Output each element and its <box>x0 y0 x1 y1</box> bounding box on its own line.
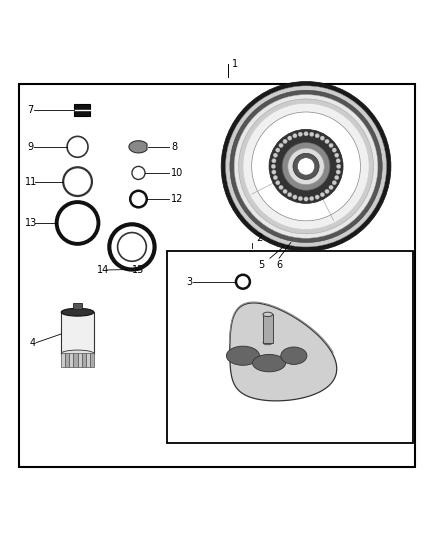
Ellipse shape <box>226 346 259 365</box>
Bar <box>167 251 413 443</box>
Circle shape <box>336 170 340 174</box>
Ellipse shape <box>61 350 94 357</box>
Text: 11: 11 <box>25 176 38 187</box>
Circle shape <box>310 132 314 136</box>
Circle shape <box>272 158 276 163</box>
Text: 13: 13 <box>25 218 38 228</box>
Bar <box>69 353 74 367</box>
Circle shape <box>315 195 319 199</box>
Bar <box>19 84 415 467</box>
Circle shape <box>325 189 329 193</box>
Text: 10: 10 <box>171 168 184 178</box>
Bar <box>61 353 65 367</box>
Bar <box>81 353 86 367</box>
Text: 5: 5 <box>258 260 265 270</box>
Circle shape <box>234 94 378 238</box>
Circle shape <box>315 134 319 138</box>
Circle shape <box>336 164 341 168</box>
Circle shape <box>297 158 315 175</box>
Circle shape <box>283 139 287 143</box>
Text: 8: 8 <box>171 142 177 152</box>
Circle shape <box>226 86 387 247</box>
Text: 15: 15 <box>132 265 145 275</box>
Bar <box>263 314 272 343</box>
Text: 12: 12 <box>171 194 184 204</box>
Ellipse shape <box>253 354 286 372</box>
Text: 7: 7 <box>28 105 34 115</box>
Text: 3: 3 <box>186 277 192 287</box>
Polygon shape <box>129 141 147 153</box>
Bar <box>74 104 90 116</box>
Circle shape <box>335 153 339 157</box>
Circle shape <box>310 196 314 201</box>
Circle shape <box>304 132 308 136</box>
Circle shape <box>320 192 325 197</box>
Text: 4: 4 <box>30 338 36 348</box>
Circle shape <box>230 90 382 243</box>
Circle shape <box>272 170 276 174</box>
Circle shape <box>325 139 329 143</box>
Bar <box>74 353 78 367</box>
Circle shape <box>273 175 278 180</box>
Polygon shape <box>230 303 337 401</box>
Circle shape <box>279 185 283 190</box>
Circle shape <box>276 148 280 152</box>
Circle shape <box>273 153 278 157</box>
Circle shape <box>329 143 333 148</box>
Circle shape <box>288 192 292 197</box>
Bar <box>65 353 69 367</box>
Text: 1: 1 <box>232 59 238 69</box>
Circle shape <box>288 148 324 184</box>
Circle shape <box>329 185 333 190</box>
Circle shape <box>293 134 297 138</box>
Circle shape <box>276 181 280 185</box>
Circle shape <box>279 143 283 148</box>
Circle shape <box>304 197 308 201</box>
Bar <box>78 353 81 367</box>
Ellipse shape <box>281 347 307 365</box>
Text: 9: 9 <box>28 142 34 152</box>
Circle shape <box>298 132 303 136</box>
Text: 6: 6 <box>276 260 283 270</box>
Circle shape <box>269 130 343 204</box>
Circle shape <box>239 99 374 234</box>
Circle shape <box>293 154 319 180</box>
Circle shape <box>332 181 336 185</box>
Circle shape <box>243 103 369 230</box>
Bar <box>86 353 90 367</box>
Circle shape <box>332 148 336 152</box>
Circle shape <box>335 175 339 180</box>
Bar <box>73 303 82 309</box>
Bar <box>61 312 94 353</box>
Circle shape <box>320 136 325 140</box>
Circle shape <box>271 164 276 168</box>
Bar <box>90 353 94 367</box>
Ellipse shape <box>263 341 272 345</box>
Text: 2: 2 <box>256 233 262 243</box>
Ellipse shape <box>61 308 94 316</box>
Circle shape <box>288 136 292 140</box>
Circle shape <box>252 112 360 221</box>
Circle shape <box>293 195 297 199</box>
Circle shape <box>298 196 303 201</box>
Circle shape <box>282 142 330 190</box>
Circle shape <box>336 158 340 163</box>
Circle shape <box>221 82 391 251</box>
Text: 14: 14 <box>97 265 110 275</box>
Circle shape <box>283 189 287 193</box>
Ellipse shape <box>263 312 272 317</box>
